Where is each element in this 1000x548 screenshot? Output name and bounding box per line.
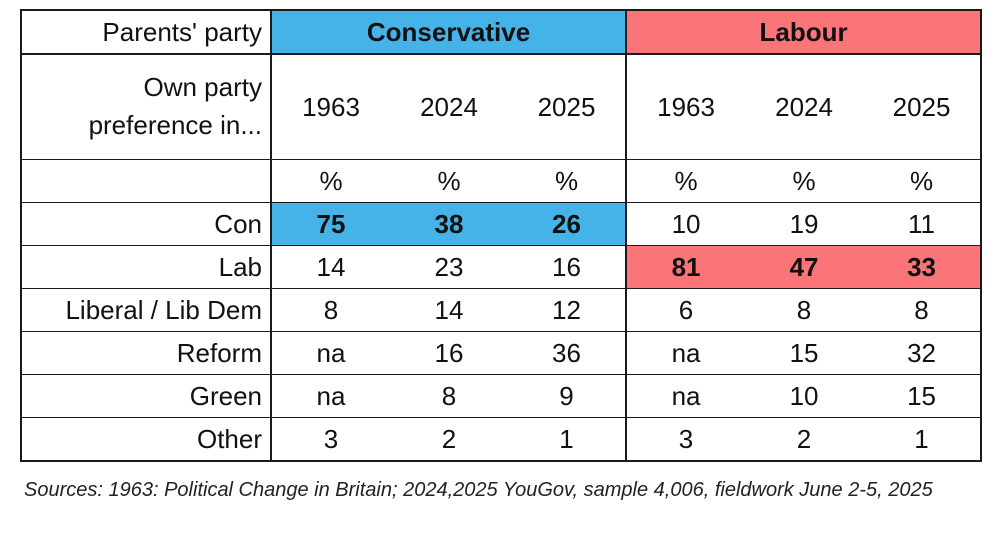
own-party-label-line-2: preference in... <box>88 110 262 140</box>
row-label: Other <box>20 417 272 462</box>
row-label: Con <box>20 202 272 246</box>
table-cell: 3 <box>271 417 390 462</box>
table-cell: 19 <box>745 202 864 246</box>
unit-cell: % <box>863 159 983 203</box>
table-cell: na <box>271 331 390 375</box>
table-cell: 8 <box>745 288 864 332</box>
table-cell: 47 <box>745 245 864 289</box>
table-cell: 10 <box>626 202 746 246</box>
labour-header: Labour <box>626 9 983 55</box>
unit-cell: % <box>390 159 508 203</box>
table-cell: na <box>626 331 746 375</box>
table-cell: 23 <box>390 245 508 289</box>
table-row-libdem: Liberal / Lib Dem 8 14 12 6 8 8 <box>20 288 983 332</box>
table-cell: 2 <box>745 417 864 462</box>
year-header: 2024 <box>390 54 508 160</box>
table-cell: 38 <box>390 202 508 246</box>
table-cell: 14 <box>271 245 390 289</box>
table-cell: 10 <box>745 374 864 418</box>
year-header: 2025 <box>863 54 983 160</box>
table-cell: 81 <box>626 245 746 289</box>
own-party-label: Own party preference in... <box>20 54 272 160</box>
table-cell: 15 <box>745 331 864 375</box>
unit-cell: % <box>508 159 628 203</box>
table-cell: na <box>626 374 746 418</box>
table-cell: 1 <box>508 417 628 462</box>
table-cell: 15 <box>863 374 983 418</box>
table-cell: 12 <box>508 288 628 332</box>
table-cell: 9 <box>508 374 628 418</box>
own-party-label-line-1: Own party <box>143 72 263 103</box>
table-row-lab: Lab 14 23 16 81 47 33 <box>20 245 983 289</box>
table-cell: 3 <box>626 417 746 462</box>
table-cell: 16 <box>390 331 508 375</box>
table-cell: 32 <box>863 331 983 375</box>
year-header-row: Own party preference in... 1963 2024 202… <box>20 54 983 160</box>
table-cell: 6 <box>626 288 746 332</box>
table-cell: 36 <box>508 331 628 375</box>
parents-party-label: Parents' party <box>20 9 272 55</box>
table-cell: 8 <box>863 288 983 332</box>
unit-row-label <box>20 159 272 203</box>
row-label: Liberal / Lib Dem <box>20 288 272 332</box>
table-cell: 8 <box>390 374 508 418</box>
table-cell: 2 <box>390 417 508 462</box>
table-row-con: Con 75 38 26 10 19 11 <box>20 202 983 246</box>
row-label: Lab <box>20 245 272 289</box>
unit-cell: % <box>626 159 746 203</box>
table-cell: 8 <box>271 288 390 332</box>
year-header: 1963 <box>626 54 746 160</box>
row-label: Green <box>20 374 272 418</box>
conservative-header: Conservative <box>271 9 628 55</box>
table-cell: 11 <box>863 202 983 246</box>
table-cell: na <box>271 374 390 418</box>
unit-cell: % <box>271 159 390 203</box>
table-row-reform: Reform na 16 36 na 15 32 <box>20 331 983 375</box>
table-cell: 33 <box>863 245 983 289</box>
table-row-other: Other 3 2 1 3 2 1 <box>20 417 983 462</box>
year-header: 1963 <box>271 54 390 160</box>
table-cell: 1 <box>863 417 983 462</box>
party-preference-table-container: Parents' party Conservative Labour Own p… <box>20 9 983 462</box>
source-note: Sources: 1963: Political Change in Brita… <box>24 479 933 501</box>
table-cell: 26 <box>508 202 628 246</box>
header-row: Parents' party Conservative Labour <box>20 9 983 55</box>
unit-row: % % % % % % <box>20 159 983 203</box>
row-label: Reform <box>20 331 272 375</box>
year-header: 2024 <box>745 54 864 160</box>
table-cell: 14 <box>390 288 508 332</box>
table-cell: 16 <box>508 245 628 289</box>
year-header: 2025 <box>508 54 628 160</box>
party-preference-table: Parents' party Conservative Labour Own p… <box>20 9 983 462</box>
unit-cell: % <box>745 159 864 203</box>
table-row-green: Green na 8 9 na 10 15 <box>20 374 983 418</box>
table-cell: 75 <box>271 202 390 246</box>
